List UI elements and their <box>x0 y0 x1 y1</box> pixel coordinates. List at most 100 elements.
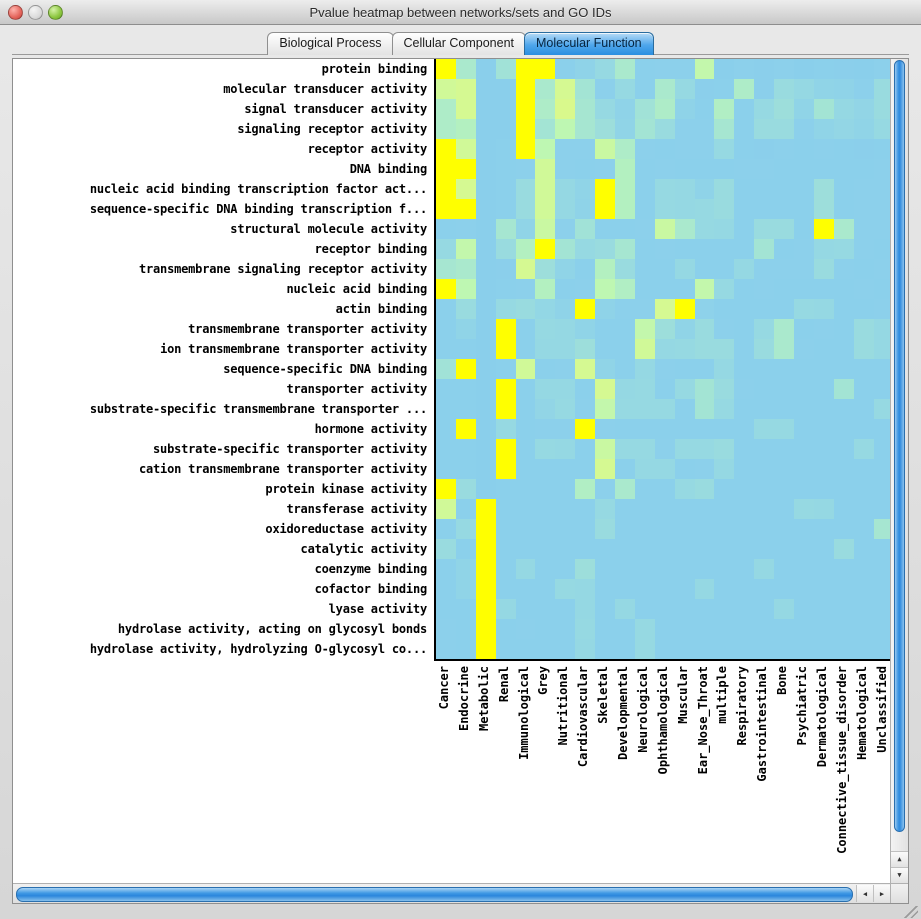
heatmap-cell[interactable] <box>774 379 795 399</box>
heatmap-cell[interactable] <box>436 179 456 199</box>
heatmap-cell[interactable] <box>794 479 814 499</box>
heatmap-cell[interactable] <box>455 279 476 299</box>
heatmap-cell[interactable] <box>833 639 854 659</box>
heatmap-cell[interactable] <box>555 479 576 499</box>
heatmap-cell[interactable] <box>694 219 715 239</box>
heatmap-cell[interactable] <box>535 439 556 459</box>
heatmap-cell[interactable] <box>794 579 814 599</box>
heatmap-cell[interactable] <box>833 239 854 259</box>
heatmap-cell[interactable] <box>455 179 476 199</box>
heatmap-cell[interactable] <box>475 139 496 159</box>
heatmap-cell[interactable] <box>615 619 635 639</box>
heatmap-cell[interactable] <box>853 379 874 399</box>
heatmap-cell[interactable] <box>813 259 834 279</box>
heatmap-cell[interactable] <box>595 199 616 219</box>
heatmap-cell[interactable] <box>873 399 894 419</box>
heatmap-cell[interactable] <box>436 599 456 619</box>
heatmap-cell[interactable] <box>674 239 695 259</box>
heatmap-cell[interactable] <box>436 319 456 339</box>
heatmap-cell[interactable] <box>833 559 854 579</box>
heatmap-cell[interactable] <box>853 359 874 379</box>
heatmap-cell[interactable] <box>455 439 476 459</box>
heatmap-cell[interactable] <box>475 539 496 559</box>
heatmap-cell[interactable] <box>674 579 695 599</box>
heatmap-cell[interactable] <box>694 559 715 579</box>
heatmap-cell[interactable] <box>555 459 576 479</box>
heatmap-cell[interactable] <box>535 359 556 379</box>
heatmap-cell[interactable] <box>436 339 456 359</box>
heatmap-cell[interactable] <box>535 259 556 279</box>
heatmap-cell[interactable] <box>455 259 476 279</box>
heatmap-cell[interactable] <box>535 599 556 619</box>
heatmap-cell[interactable] <box>634 99 655 119</box>
heatmap-cell[interactable] <box>754 99 775 119</box>
heatmap-cell[interactable] <box>615 379 635 399</box>
heatmap-cell[interactable] <box>634 419 655 439</box>
heatmap-cell[interactable] <box>455 539 476 559</box>
heatmap-cell[interactable] <box>634 79 655 99</box>
heatmap-cell[interactable] <box>654 459 675 479</box>
heatmap-cell[interactable] <box>813 219 834 239</box>
heatmap-cell[interactable] <box>833 59 854 79</box>
heatmap-cell[interactable] <box>555 159 576 179</box>
heatmap-cell[interactable] <box>674 419 695 439</box>
heatmap-cell[interactable] <box>595 419 616 439</box>
heatmap-cell[interactable] <box>714 179 735 199</box>
minimize-button[interactable] <box>28 5 43 20</box>
heatmap-cell[interactable] <box>475 519 496 539</box>
heatmap-cell[interactable] <box>436 359 456 379</box>
heatmap-cell[interactable] <box>615 239 635 259</box>
heatmap-cell[interactable] <box>813 539 834 559</box>
heatmap-cell[interactable] <box>595 59 616 79</box>
heatmap-cell[interactable] <box>853 419 874 439</box>
heatmap-cell[interactable] <box>674 379 695 399</box>
heatmap-cell[interactable] <box>694 239 715 259</box>
heatmap-cell[interactable] <box>694 139 715 159</box>
heatmap-cell[interactable] <box>535 179 556 199</box>
heatmap-cell[interactable] <box>436 139 456 159</box>
heatmap-cell[interactable] <box>455 119 476 139</box>
heatmap-cell[interactable] <box>495 179 516 199</box>
heatmap-cell[interactable] <box>694 499 715 519</box>
heatmap-cell[interactable] <box>535 299 556 319</box>
heatmap-cell[interactable] <box>555 579 576 599</box>
heatmap-cell[interactable] <box>714 459 735 479</box>
heatmap-cell[interactable] <box>515 359 536 379</box>
heatmap-cell[interactable] <box>475 619 496 639</box>
heatmap-cell[interactable] <box>615 419 635 439</box>
heatmap-cell[interactable] <box>436 559 456 579</box>
heatmap-cell[interactable] <box>813 179 834 199</box>
heatmap-cell[interactable] <box>833 579 854 599</box>
heatmap-cell[interactable] <box>873 99 894 119</box>
heatmap-cell[interactable] <box>774 639 795 659</box>
heatmap-cell[interactable] <box>654 599 675 619</box>
heatmap-cell[interactable] <box>813 559 834 579</box>
heatmap-cell[interactable] <box>754 199 775 219</box>
heatmap-cell[interactable] <box>634 119 655 139</box>
heatmap-cell[interactable] <box>436 199 456 219</box>
heatmap-cell[interactable] <box>634 459 655 479</box>
heatmap-cell[interactable] <box>495 119 516 139</box>
heatmap-cell[interactable] <box>495 319 516 339</box>
heatmap-cell[interactable] <box>515 119 536 139</box>
heatmap-cell[interactable] <box>813 639 834 659</box>
heatmap-cell[interactable] <box>873 479 894 499</box>
heatmap-cell[interactable] <box>853 59 874 79</box>
heatmap-cell[interactable] <box>634 319 655 339</box>
heatmap-cell[interactable] <box>595 379 616 399</box>
heatmap-cell[interactable] <box>555 299 576 319</box>
heatmap-cell[interactable] <box>734 59 755 79</box>
heatmap-cell[interactable] <box>535 119 556 139</box>
heatmap-cell[interactable] <box>515 479 536 499</box>
heatmap-cell[interactable] <box>595 359 616 379</box>
heatmap-cell[interactable] <box>436 239 456 259</box>
heatmap-cell[interactable] <box>694 159 715 179</box>
heatmap-cell[interactable] <box>853 219 874 239</box>
heatmap-cell[interactable] <box>794 139 814 159</box>
heatmap-cell[interactable] <box>535 159 556 179</box>
heatmap-cell[interactable] <box>575 639 596 659</box>
heatmap-cell[interactable] <box>774 399 795 419</box>
heatmap-cell[interactable] <box>714 559 735 579</box>
heatmap-cell[interactable] <box>833 599 854 619</box>
heatmap-cell[interactable] <box>654 379 675 399</box>
